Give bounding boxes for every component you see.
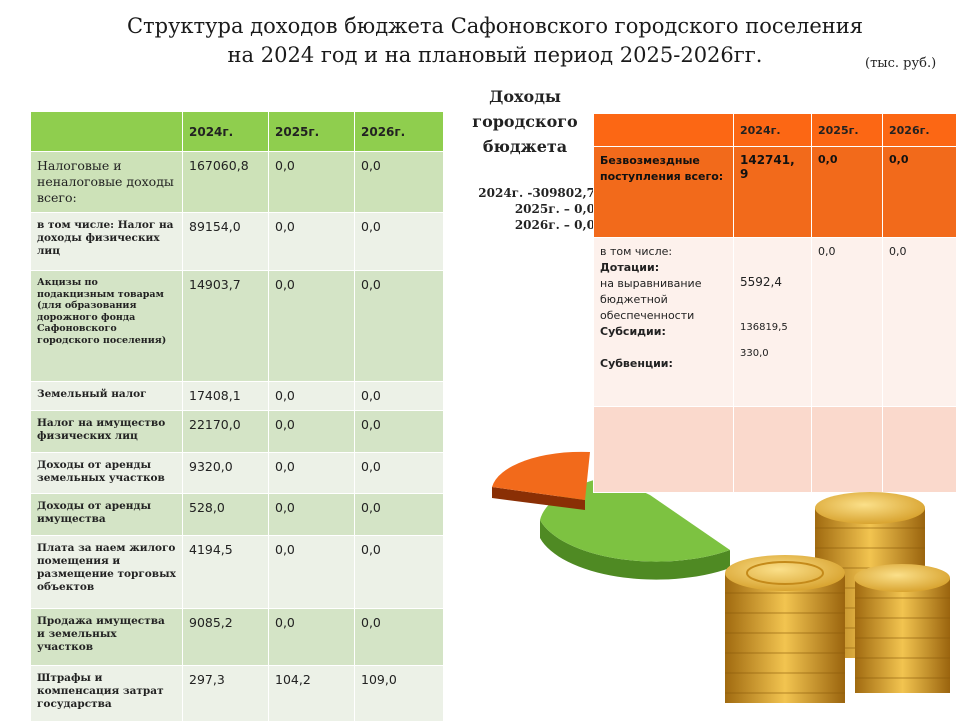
coin-stack-front	[725, 555, 845, 703]
value-cell: 0,0	[268, 151, 355, 213]
total-2025: 2025г. – 0,0	[514, 202, 595, 216]
subvencii-label: Субвенции:	[600, 357, 673, 370]
table-header-row: 2024г. 2025г. 2026г.	[593, 113, 957, 147]
value-cell: 142741, 9	[733, 146, 812, 238]
table-row: Штрафы и компенсация затрат государства …	[30, 665, 444, 722]
header-cell: 2025г.	[811, 113, 883, 147]
dotacii-value: 5592,4	[740, 275, 782, 289]
value-cell: 0,0	[882, 237, 957, 407]
chart-totals: 2024г. -309802,7 2025г. – 0,0 2026г. – 0…	[455, 185, 595, 233]
table-row: Доходы от аренды земельных участков 9320…	[30, 452, 444, 494]
revenue-pie-chart	[492, 451, 730, 580]
value-cell: 0,0	[354, 151, 444, 213]
value-cell: 22170,0	[182, 410, 269, 453]
unit-label: (тыс. руб.)	[865, 56, 937, 71]
table-row: Плата за наем жилого помещения и размеще…	[30, 535, 444, 609]
table-row: Налог на имущество физических лиц 22170,…	[30, 410, 444, 453]
value-cell: 0,0	[354, 535, 444, 609]
subsidii-label: Субсидии:	[600, 325, 666, 338]
detail-values-cell: 5592,4 136819,5 330,0	[733, 237, 812, 407]
row-label: Земельный налог	[30, 381, 183, 411]
header-cell: 2025г.	[268, 111, 355, 152]
header-cell	[30, 111, 183, 152]
value-cell: 0,0	[354, 608, 444, 666]
page-title: Структура доходов бюджета Сафоновского г…	[70, 12, 920, 70]
row-label: Доходы от аренды имущества	[30, 493, 183, 536]
value-cell: 0,0	[354, 493, 444, 536]
value-cell: 0,0	[354, 410, 444, 453]
pie-slice-orange-side	[492, 487, 585, 510]
value-cell: 0,0	[354, 212, 444, 271]
value-cell: 0,0	[354, 381, 444, 411]
value-cell: 0,0	[268, 535, 355, 609]
pie-slice-green	[540, 476, 730, 562]
dotacii-label: Дотации:	[600, 261, 660, 274]
value-cell: 0,0	[268, 212, 355, 271]
table-row: Акцизы по подакцизным товарам (для образ…	[30, 270, 444, 382]
row-label: Доходы от аренды земельных участков	[30, 452, 183, 494]
title-line-1: Структура доходов бюджета Сафоновского г…	[126, 14, 864, 38]
value-cell: 0,0	[268, 493, 355, 536]
value-cell: 0,0	[354, 452, 444, 494]
subvencii-value: 330,0	[740, 348, 769, 359]
header-cell: 2024г.	[182, 111, 269, 152]
chart-title: Доходы городского бюджета	[472, 87, 578, 156]
row-label: Безвозмездные поступления всего:	[593, 146, 734, 238]
value-cell: 0,0	[811, 146, 883, 238]
value-cell: 14903,7	[182, 270, 269, 382]
table-row: Налоговые и неналоговые доходы всего: 16…	[30, 151, 444, 213]
table-row: Безвозмездные поступления всего: 142741,…	[593, 146, 957, 238]
row-label: Плата за наем жилого помещения и размеще…	[30, 535, 183, 609]
coins-image	[725, 492, 950, 703]
pie-slice-orange	[492, 451, 590, 500]
total-2026: 2026г. – 0,0	[514, 218, 595, 232]
value-cell: 0,0	[882, 146, 957, 238]
row-label: Продажа имущества и земельных участков	[30, 608, 183, 666]
value-cell: 0,0	[811, 237, 883, 407]
table-row: Земельный налог 17408,1 0,0 0,0	[30, 381, 444, 411]
tax-revenue-table: 2024г. 2025г. 2026г. Налоговые и неналог…	[30, 111, 444, 722]
value-cell: 4194,5	[182, 535, 269, 609]
value-cell: 0,0	[268, 608, 355, 666]
row-label: Налоговые и неналоговые доходы всего:	[30, 151, 183, 213]
value-cell: 9320,0	[182, 452, 269, 494]
gratuitous-revenue-table: 2024г. 2025г. 2026г. Безвозмездные посту…	[593, 113, 957, 493]
total-2024: 2024г. -309802,7	[478, 186, 595, 200]
value-cell: 0,0	[268, 452, 355, 494]
value-cell: 528,0	[182, 493, 269, 536]
value-cell: 167060,8	[182, 151, 269, 213]
subsidii-value: 136819,5	[740, 322, 788, 333]
table-row: в том числе: Налог на доходы физических …	[30, 212, 444, 271]
header-cell: 2026г.	[882, 113, 957, 147]
value-cell: 89154,0	[182, 212, 269, 271]
row-label: в том числе: Налог на доходы физических …	[30, 212, 183, 271]
table-header-row: 2024г. 2025г. 2026г.	[30, 111, 444, 152]
value-cell: 0,0	[268, 270, 355, 382]
header-cell: 2026г.	[354, 111, 444, 152]
header-cell	[593, 113, 734, 147]
value-cell: 0,0	[268, 410, 355, 453]
value-cell: 17408,1	[182, 381, 269, 411]
row-label: Акцизы по подакцизным товарам (для образ…	[30, 270, 183, 382]
incl-label: в том числе:	[600, 245, 673, 258]
table-row: в том числе: Дотации: на выравнивание бю…	[593, 237, 957, 407]
value-cell: 109,0	[354, 665, 444, 722]
table-row: Продажа имущества и земельных участков 9…	[30, 608, 444, 666]
value-cell: 104,2	[268, 665, 355, 722]
value-cell: 9085,2	[182, 608, 269, 666]
table-row	[593, 406, 957, 493]
value-cell: 0,0	[268, 381, 355, 411]
table-row: Доходы от аренды имущества 528,0 0,0 0,0	[30, 493, 444, 536]
row-label: Штрафы и компенсация затрат государства	[30, 665, 183, 722]
dotacii-desc: на выравнивание бюджетной обеспеченности	[600, 277, 702, 322]
value-cell: 0,0	[354, 270, 444, 382]
row-label: Налог на имущество физических лиц	[30, 410, 183, 453]
header-cell: 2024г.	[733, 113, 812, 147]
pie-slice-green-side	[540, 520, 730, 580]
detail-label-cell: в том числе: Дотации: на выравнивание бю…	[593, 237, 734, 407]
value-cell: 297,3	[182, 665, 269, 722]
coin-stack-right	[854, 564, 950, 693]
title-line-2: на 2024 год и на плановый период 2025-20…	[227, 43, 763, 67]
